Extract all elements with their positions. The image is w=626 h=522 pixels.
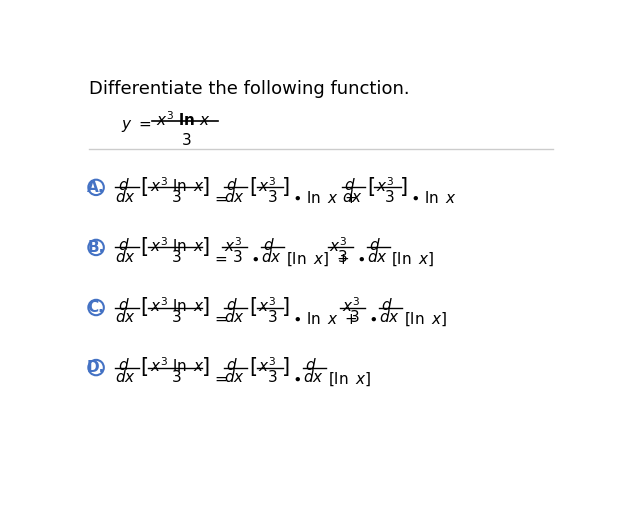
Text: $d$: $d$ [344, 176, 356, 193]
Text: $d$: $d$ [118, 176, 130, 193]
Text: $x^3$: $x^3$ [224, 236, 242, 255]
Text: $=$: $=$ [212, 251, 228, 266]
Text: $3$: $3$ [172, 369, 182, 385]
Text: $dx$: $dx$ [342, 189, 362, 205]
Text: $\left.\right]$: $\left.\right]$ [281, 355, 290, 378]
Text: $=$: $=$ [212, 311, 228, 326]
Text: $\left[\right.$: $\left[\right.$ [367, 175, 374, 198]
Text: $3$: $3$ [267, 309, 277, 325]
Text: $3$: $3$ [172, 309, 182, 325]
Text: $d$: $d$ [381, 296, 393, 313]
Text: $\bullet$: $\bullet$ [368, 311, 377, 326]
Text: $d$: $d$ [226, 296, 238, 313]
Text: C.: C. [88, 300, 105, 315]
Text: $\bullet\ \ln\ x\ +$: $\bullet\ \ln\ x\ +$ [292, 311, 358, 327]
Text: $x^3\ \ln\ x$: $x^3\ \ln\ x$ [150, 176, 204, 195]
Text: $dx$: $dx$ [224, 309, 245, 325]
Text: $\left.\right]$: $\left.\right]$ [281, 295, 290, 318]
Text: $[\ln\ x]\ +$: $[\ln\ x]\ +$ [286, 251, 349, 268]
Text: $3$: $3$ [267, 189, 277, 205]
Text: $d$: $d$ [118, 236, 130, 253]
Text: $dx$: $dx$ [115, 189, 136, 205]
Text: $\left[\right.$: $\left[\right.$ [249, 295, 257, 318]
Text: $\bullet$: $\bullet$ [250, 251, 259, 266]
Text: $x^3$: $x^3$ [329, 236, 347, 255]
Text: $3$: $3$ [337, 249, 347, 265]
Text: $\left.\right]$: $\left.\right]$ [399, 175, 408, 198]
Text: $\left[\right.$: $\left[\right.$ [249, 175, 257, 198]
Text: $x^3\ \ln\ x$: $x^3\ \ln\ x$ [150, 236, 204, 255]
Text: $d$: $d$ [369, 236, 381, 253]
Text: $x^3\ \ln\ x$: $x^3\ \ln\ x$ [150, 357, 204, 375]
Text: $dx$: $dx$ [115, 309, 136, 325]
Text: $dx$: $dx$ [303, 369, 324, 385]
Text: $\left.\right]$: $\left.\right]$ [201, 175, 209, 198]
Text: $\left.\right]$: $\left.\right]$ [201, 235, 209, 258]
Text: $y\ =$: $y\ =$ [121, 118, 151, 134]
Text: $dx$: $dx$ [224, 189, 245, 205]
Text: $=$: $=$ [212, 191, 228, 206]
Text: $dx$: $dx$ [261, 249, 282, 265]
Text: $\left.\right]$: $\left.\right]$ [201, 295, 209, 318]
Text: $3$: $3$ [349, 309, 360, 325]
Text: $x^3$: $x^3$ [376, 176, 394, 195]
Text: $dx$: $dx$ [379, 309, 400, 325]
Text: $x^3\ \mathbf{ln}\ x$: $x^3\ \mathbf{ln}\ x$ [156, 110, 210, 129]
Text: $\bullet\ \ln\ x\ +$: $\bullet\ \ln\ x\ +$ [292, 191, 358, 207]
Text: $dx$: $dx$ [224, 369, 245, 385]
Text: $\left[\right.$: $\left[\right.$ [140, 235, 148, 258]
Text: $\bullet$: $\bullet$ [292, 371, 301, 386]
Text: Differentiate the following function.: Differentiate the following function. [89, 79, 410, 98]
Text: A.: A. [87, 180, 105, 195]
Text: $3$: $3$ [182, 132, 192, 148]
Text: $x^3$: $x^3$ [342, 296, 360, 315]
Text: $d$: $d$ [264, 236, 275, 253]
Text: $\left[\right.$: $\left[\right.$ [140, 175, 148, 198]
Text: $x^3$: $x^3$ [258, 296, 276, 315]
Text: $d$: $d$ [305, 357, 317, 373]
Text: $3$: $3$ [267, 369, 277, 385]
Text: $d$: $d$ [118, 357, 130, 373]
Text: $d$: $d$ [226, 357, 238, 373]
Text: $[\ln\ x]$: $[\ln\ x]$ [328, 371, 371, 388]
Text: $3$: $3$ [384, 189, 395, 205]
Text: $\left.\right]$: $\left.\right]$ [281, 175, 290, 198]
Text: $3$: $3$ [232, 249, 242, 265]
Text: $[\ln\ x]$: $[\ln\ x]$ [404, 311, 447, 328]
Text: $x^3$: $x^3$ [258, 357, 276, 375]
Text: $x^3$: $x^3$ [258, 176, 276, 195]
Text: B.: B. [88, 240, 105, 255]
Text: $d$: $d$ [118, 296, 130, 313]
Text: $\left[\right.$: $\left[\right.$ [140, 355, 148, 378]
Text: $dx$: $dx$ [115, 369, 136, 385]
Text: $3$: $3$ [172, 189, 182, 205]
Text: $\left[\right.$: $\left[\right.$ [249, 355, 257, 378]
Text: $=$: $=$ [212, 371, 228, 386]
Text: $\bullet\ \ln\ x$: $\bullet\ \ln\ x$ [410, 191, 457, 207]
Text: $3$: $3$ [172, 249, 182, 265]
Text: D.: D. [87, 360, 105, 375]
Text: $x^3\ \ln\ x$: $x^3\ \ln\ x$ [150, 296, 204, 315]
Text: $[\ln\ x]$: $[\ln\ x]$ [391, 251, 434, 268]
Text: $\left[\right.$: $\left[\right.$ [140, 295, 148, 318]
Text: $d$: $d$ [226, 176, 238, 193]
Text: $\bullet$: $\bullet$ [356, 251, 365, 266]
Text: $\left.\right]$: $\left.\right]$ [201, 355, 209, 378]
Text: $dx$: $dx$ [367, 249, 387, 265]
Text: $dx$: $dx$ [115, 249, 136, 265]
